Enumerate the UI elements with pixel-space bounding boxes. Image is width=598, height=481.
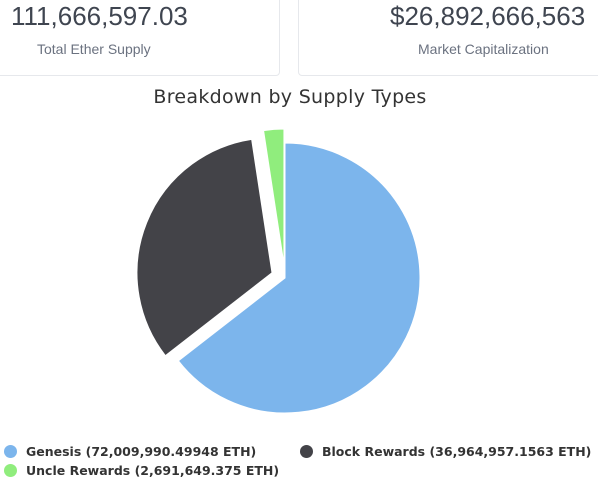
chart-title: Breakdown by Supply Types xyxy=(153,86,427,108)
supply-pie-chart xyxy=(136,128,421,414)
stats-row: 111,666,597.03 Total Ether Supply $26,89… xyxy=(0,0,598,78)
legend-label-uncle-rewards: Uncle Rewards (2,691,649.375 ETH) xyxy=(26,463,280,478)
legend-label-block-rewards: Block Rewards (36,964,957.1563 ETH) xyxy=(322,444,592,459)
market-cap-label: Market Capitalization xyxy=(418,41,549,57)
legend-dot-block-rewards xyxy=(300,445,313,458)
total-supply-label: Total Ether Supply xyxy=(37,41,151,57)
legend-item-block-rewards[interactable]: Block Rewards (36,964,957.1563 ETH) xyxy=(300,444,591,459)
legend-item-uncle-rewards[interactable]: Uncle Rewards (2,691,649.375 ETH) xyxy=(4,463,279,478)
pie-slice-block-rewards[interactable] xyxy=(136,138,273,357)
market-cap-value: $26,892,666,563 xyxy=(390,1,586,31)
legend-item-genesis[interactable]: Genesis (72,009,990.49948 ETH) xyxy=(4,444,256,459)
legend-dot-genesis xyxy=(4,445,17,458)
legend-dot-uncle-rewards xyxy=(4,464,17,477)
total-supply-value: 111,666,597.03 xyxy=(11,1,188,31)
market-cap-card: $26,892,666,563 Market Capitalization xyxy=(298,0,598,76)
total-supply-card: 111,666,597.03 Total Ether Supply xyxy=(0,0,280,76)
pie-slice-genesis[interactable] xyxy=(177,142,421,414)
legend-label-genesis: Genesis (72,009,990.49948 ETH) xyxy=(26,444,257,459)
pie-slice-uncle-rewards[interactable] xyxy=(263,128,285,265)
